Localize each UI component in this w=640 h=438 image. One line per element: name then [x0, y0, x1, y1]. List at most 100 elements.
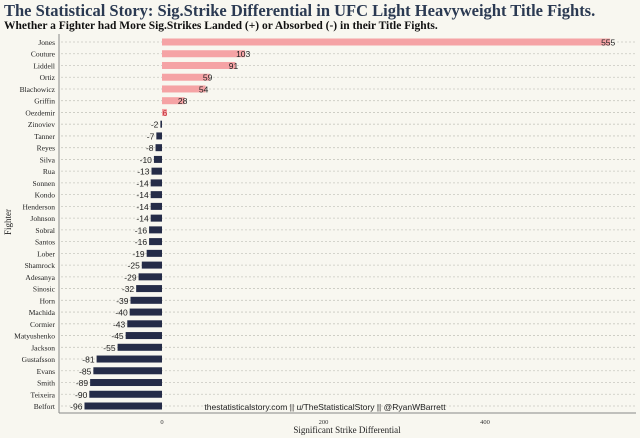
bar: [129, 308, 162, 316]
y-tick-label: Sinosic: [33, 285, 56, 294]
y-tick-label: Rua: [43, 167, 56, 176]
data-label: -2: [151, 120, 159, 130]
data-label: -39: [116, 296, 129, 306]
data-label: 91: [229, 61, 239, 71]
y-tick-label: Santos: [35, 238, 55, 247]
caption: thestatisticalstory.com || u/TheStatisti…: [204, 402, 446, 412]
y-tick-label: Smith: [37, 379, 55, 388]
data-label: -25: [128, 261, 141, 271]
y-tick-label: Kondo: [35, 191, 56, 200]
x-axis-title: Significant Strike Differential: [293, 425, 401, 435]
data-label: -14: [136, 190, 149, 200]
bar: [138, 273, 162, 281]
data-label: 54: [199, 84, 209, 94]
y-tick-label: Zinoviev: [28, 120, 55, 129]
y-tick-label: Oezdemir: [25, 108, 55, 117]
data-label: 103: [236, 49, 250, 59]
y-tick-label: Couture: [31, 50, 56, 59]
data-label: -89: [76, 378, 89, 388]
bar: [89, 390, 162, 398]
chart-title: The Statistical Story: Sig.Strike Differ…: [4, 1, 596, 20]
data-label: -13: [137, 167, 150, 177]
y-tick-label: Cormier: [30, 320, 55, 329]
data-label: -29: [124, 272, 137, 282]
data-label: -45: [111, 331, 124, 341]
bar: [149, 238, 162, 246]
data-label: -19: [132, 249, 145, 259]
bar: [117, 343, 162, 351]
x-tick-label: 200: [319, 419, 329, 426]
y-tick-label: Blachowicz: [20, 85, 56, 94]
y-tick-label: Liddell: [33, 61, 55, 70]
y-tick-label: Reyes: [37, 144, 55, 153]
data-label: -8: [146, 143, 154, 153]
bar: [162, 85, 206, 93]
data-label: -81: [82, 355, 95, 365]
bar: [90, 379, 162, 387]
y-tick-label: Tanner: [34, 132, 55, 141]
bar: [150, 214, 162, 222]
bar: [160, 120, 162, 128]
y-tick-label: Silva: [40, 155, 56, 164]
y-tick-label: Matyushenko: [14, 332, 55, 341]
data-label: -14: [136, 178, 149, 188]
bar: [162, 108, 167, 116]
data-label: -85: [79, 366, 92, 376]
data-label: 555: [601, 38, 615, 48]
data-label: -90: [75, 390, 88, 400]
data-label: -55: [103, 343, 116, 353]
y-tick-label: Lober: [37, 249, 55, 258]
y-tick-label: Gustafsson: [22, 355, 56, 364]
data-label: -14: [136, 202, 149, 212]
bar: [149, 226, 162, 234]
bar: [153, 155, 162, 163]
y-tick-label: Jackson: [31, 343, 55, 352]
y-tick-label: Horn: [40, 296, 56, 305]
y-tick-label: Machida: [29, 308, 56, 317]
bar: [127, 320, 162, 328]
y-tick-label: Teixeira: [31, 390, 56, 399]
bar: [93, 367, 162, 375]
bar: [150, 191, 162, 199]
data-label: -43: [113, 319, 126, 329]
y-tick-label: Evans: [37, 367, 55, 376]
y-tick-label: Sonnen: [33, 179, 56, 188]
bar: [150, 202, 162, 210]
y-tick-label: Griffin: [34, 97, 55, 106]
x-tick-label: 0: [160, 419, 163, 426]
chart-subtitle: Whether a Fighter had More Sig.Strikes L…: [4, 20, 438, 32]
bar: [162, 38, 611, 46]
x-tick-label: 400: [480, 419, 490, 426]
y-tick-label: Adesanya: [25, 273, 55, 282]
data-label: -40: [115, 308, 128, 318]
y-axis-title: Fighter: [3, 209, 13, 235]
bar: [156, 132, 162, 140]
data-label: 6: [162, 108, 167, 118]
y-tick-label: Jones: [38, 38, 55, 47]
y-tick-label: Ortiz: [40, 73, 56, 82]
bar: [125, 332, 162, 340]
y-tick-label: Johnson: [30, 214, 55, 223]
data-label: -96: [70, 402, 83, 412]
bar: [162, 50, 246, 58]
data-label: -14: [136, 214, 149, 224]
data-label: -16: [135, 225, 148, 235]
data-label: -10: [140, 155, 153, 165]
bar: [96, 355, 162, 363]
data-label: -16: [135, 237, 148, 247]
bar: [162, 61, 236, 69]
bar: [162, 97, 185, 105]
bar: [146, 249, 162, 257]
data-label: 28: [178, 96, 188, 106]
bar: [151, 167, 162, 175]
y-tick-label: Belfort: [34, 402, 56, 411]
bar: [141, 261, 162, 269]
bar: [136, 285, 162, 293]
bar: [150, 179, 162, 187]
data-label: 59: [203, 73, 213, 83]
bar: [84, 402, 162, 410]
y-tick-label: Sobral: [35, 226, 55, 235]
bar: [130, 296, 162, 304]
